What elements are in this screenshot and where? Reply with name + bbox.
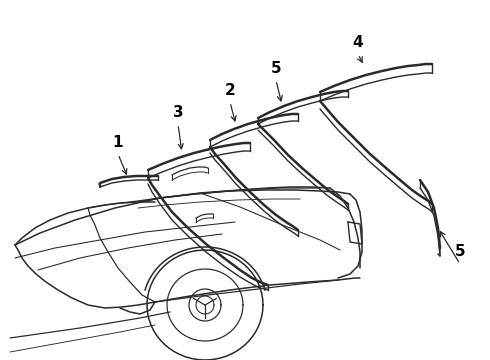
- Text: 1: 1: [113, 135, 123, 149]
- Text: 2: 2: [224, 82, 235, 98]
- Text: 4: 4: [353, 35, 363, 50]
- Text: 3: 3: [172, 104, 183, 120]
- Text: 5: 5: [270, 60, 281, 76]
- Text: 5: 5: [455, 244, 466, 260]
